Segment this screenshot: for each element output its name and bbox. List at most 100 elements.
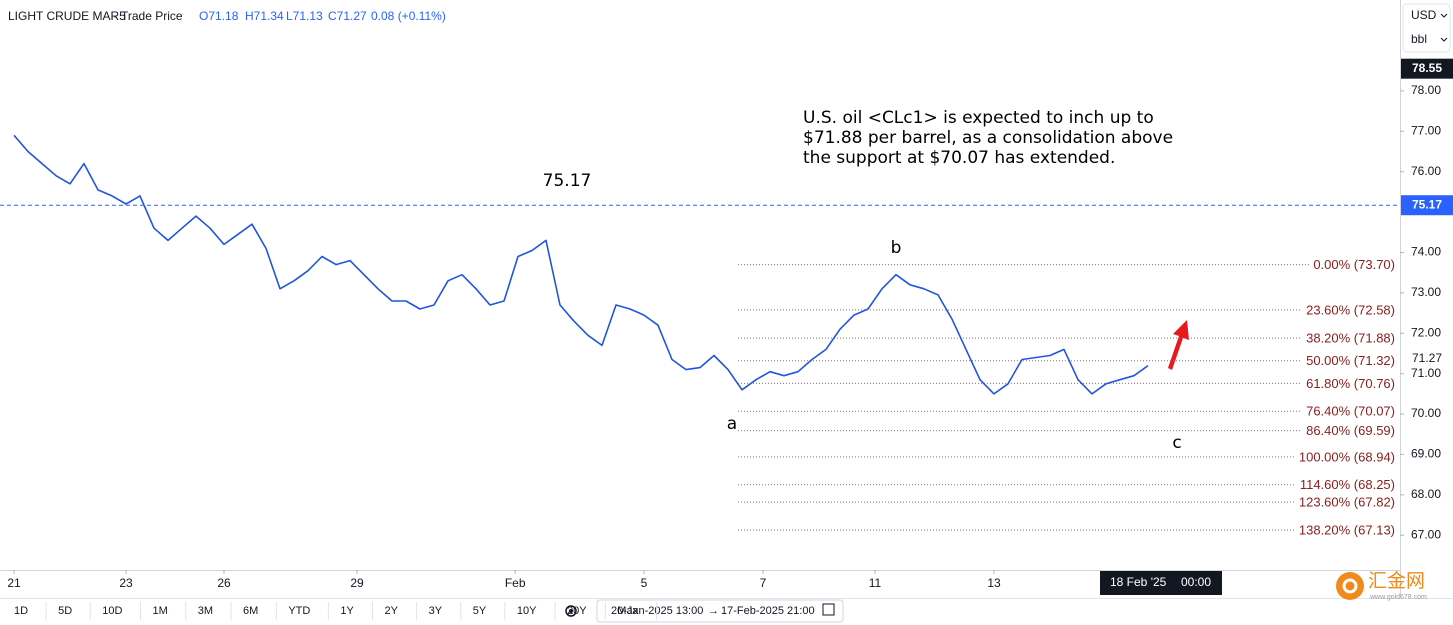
y-tick-label: 74.00	[1411, 245, 1441, 259]
fib-label: 0.00% (73.70)	[1313, 257, 1395, 272]
fib-label: 38.20% (71.88)	[1306, 331, 1395, 346]
x-tick-label: 21	[7, 576, 21, 590]
high-marker: 78.55	[1412, 61, 1442, 75]
date-range-box[interactable]	[596, 599, 844, 623]
range-button[interactable]: 20Y	[567, 605, 587, 617]
fib-label: 100.00% (68.94)	[1299, 449, 1395, 464]
watermark: 汇金网 www.gold678.com	[1336, 570, 1427, 601]
range-button[interactable]: 10D	[102, 605, 122, 617]
high-marker-box	[1401, 58, 1453, 79]
range-button[interactable]: 1Y	[340, 605, 354, 617]
y-tick-label: 70.00	[1411, 406, 1441, 420]
y-tick-label: 78.00	[1411, 83, 1441, 97]
range-button[interactable]: 1M	[152, 605, 167, 617]
range-button[interactable]: 3M	[198, 605, 213, 617]
wave-label: c	[1172, 433, 1181, 453]
range-button[interactable]: Max	[617, 605, 638, 617]
fib-label-bg	[1302, 422, 1399, 440]
y-tick-label: 69.00	[1411, 447, 1441, 461]
chevron	[1440, 37, 1448, 42]
fib-label-bg	[1302, 352, 1399, 370]
crosshair-box	[1100, 571, 1222, 595]
low: L71.13	[286, 9, 323, 23]
unit[interactable]: bbl	[1411, 32, 1427, 46]
chevron	[1440, 13, 1448, 18]
watermark-logo	[1336, 572, 1364, 600]
gear-center	[569, 609, 573, 613]
calendar-icon[interactable]	[822, 603, 835, 616]
crosshair-date: 18 Feb '25	[1110, 575, 1167, 589]
fib-label-bg	[1302, 301, 1399, 319]
price-type: Trade Price	[121, 9, 183, 23]
date-arrow: →	[708, 605, 719, 617]
price-line	[13, 134, 1149, 395]
y-tick-label: 77.00	[1411, 123, 1441, 137]
open: O71.18	[199, 9, 239, 23]
range-button[interactable]: 5D	[58, 605, 72, 617]
y-tick-label: 72.00	[1411, 325, 1441, 339]
wave-label: b	[891, 238, 902, 258]
fib-label: 123.60% (67.82)	[1299, 495, 1395, 510]
range-button[interactable]: 5Y	[473, 605, 487, 617]
comment-line: $71.88 per barrel, as a consolidation ab…	[803, 128, 1173, 148]
fib-label: 50.00% (71.32)	[1306, 353, 1395, 368]
fib-label-bg	[1302, 329, 1399, 347]
y-tick-label: 71.00	[1411, 366, 1441, 380]
watermark-logo-ring	[1342, 578, 1358, 594]
date-range[interactable]: 20-Jan-2025 13:00 → 17-Feb-2025 21:00	[596, 599, 844, 623]
x-tick-label: 11	[869, 576, 882, 590]
settings-button[interactable]	[565, 605, 577, 617]
range-toolbar[interactable]: 1D 5D 10D 1M 3M 6M YTD 1Y 2Y 3Y 5Y 10Y 20Y Max	[14, 602, 658, 620]
last-price: 71.27	[1412, 351, 1442, 365]
fib-label-bg	[1294, 448, 1399, 466]
range-button[interactable]: YTD	[288, 605, 310, 617]
comment-line: the support at $70.07 has extended.	[803, 148, 1115, 168]
y-tick-label: 73.00	[1411, 285, 1441, 299]
peak-label: 75.17	[543, 171, 592, 191]
comment-line: U.S. oil <CLc1> is expected to inch up t…	[803, 108, 1154, 128]
fib-label: 138.20% (67.13)	[1299, 522, 1395, 537]
fib-label-bg	[1302, 374, 1399, 392]
symbol: LIGHT CRUDE MAR5	[8, 9, 126, 23]
fib-label-bg	[1294, 521, 1399, 539]
header: LIGHT CRUDE MAR5 · Trade Price O71.18 H7…	[8, 9, 446, 23]
gear-icon[interactable]	[565, 605, 577, 617]
fib-retracement: 0.00% (73.70) 23.60% (72.58) 38.20% (71.88…	[738, 256, 1399, 539]
crosshair-time: 00:00	[1181, 575, 1211, 589]
fib-label-bg	[1294, 493, 1399, 511]
x-tick-label: 23	[119, 576, 133, 590]
currency-selector[interactable]: USD bbl	[1402, 3, 1451, 53]
resistance-badge-box	[1401, 195, 1453, 216]
watermark-url: www.gold678.com	[1369, 594, 1427, 601]
range-button[interactable]: 6M	[243, 605, 258, 617]
crosshair-label: 18 Feb '25 00:00	[1100, 571, 1222, 595]
x-tick-label: Feb	[505, 576, 526, 590]
wave-label: a	[727, 414, 737, 434]
date-to: 17-Feb-2025 21:00	[721, 605, 815, 617]
close: C71.27	[328, 9, 367, 23]
separator: ·	[113, 9, 117, 23]
y-tick-label: 68.00	[1411, 487, 1441, 501]
y-tick-label: 67.00	[1411, 527, 1441, 541]
arrow-up	[1168, 320, 1189, 370]
y-tick-label: 76.00	[1411, 164, 1441, 178]
fib-label-bg	[1309, 256, 1399, 274]
range-button[interactable]: 1D	[14, 605, 28, 617]
currency[interactable]: USD	[1411, 8, 1437, 22]
x-tick-label: 5	[641, 576, 648, 590]
range-button[interactable]: 3Y	[429, 605, 443, 617]
x-tick-label: 13	[987, 576, 1001, 590]
x-tick-label: 26	[217, 576, 231, 590]
fib-label: 86.40% (69.59)	[1306, 423, 1395, 438]
range-button[interactable]: 10Y	[517, 605, 537, 617]
change: 0.08 (+0.11%)	[371, 9, 446, 23]
fib-label: 61.80% (70.76)	[1306, 376, 1395, 391]
x-tick-label: 7	[760, 576, 767, 590]
range-button[interactable]: 2Y	[384, 605, 398, 617]
currency-box	[1402, 3, 1451, 53]
fib-label-bg	[1295, 476, 1399, 494]
resistance-badge: 75.17	[1412, 197, 1442, 211]
x-tick-label: 29	[350, 576, 364, 590]
